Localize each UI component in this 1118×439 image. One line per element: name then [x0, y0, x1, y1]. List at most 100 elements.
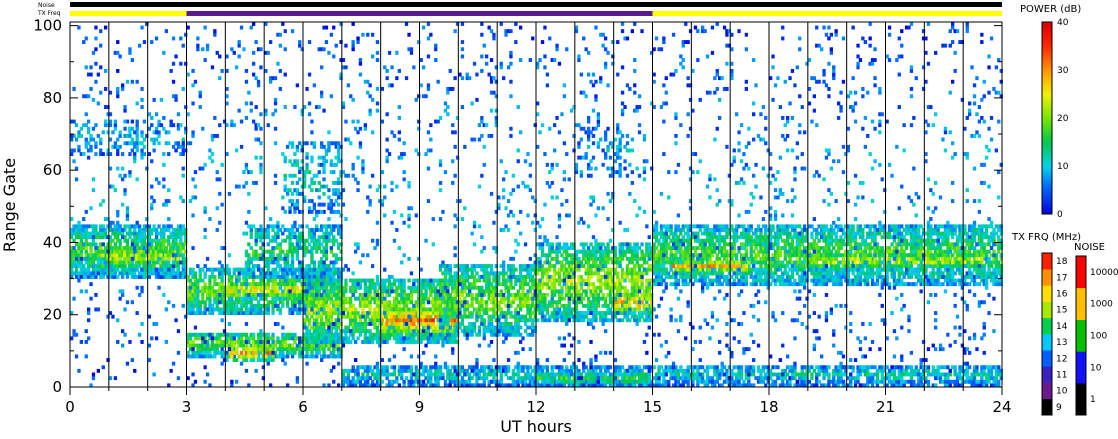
heatmap-cell: [705, 271, 710, 276]
heatmap-cell: [290, 285, 295, 290]
heatmap-cell: [121, 231, 125, 236]
heatmap-cell: [164, 256, 168, 261]
heatmap-cell: [710, 282, 715, 287]
heatmap-cell: [215, 332, 219, 337]
heatmap-cell: [594, 293, 598, 297]
heatmap-cell: [256, 350, 261, 355]
heatmap-cell: [281, 249, 285, 254]
heatmap-cell: [303, 293, 307, 297]
heatmap-cell: [322, 307, 326, 312]
heatmap-cell: [560, 278, 564, 283]
heatmap-cell: [101, 249, 105, 254]
heatmap-cell: [205, 293, 210, 297]
heatmap-cell: [237, 340, 241, 344]
heatmap-cell: [465, 275, 469, 279]
heatmap-cell: [288, 347, 292, 352]
heatmap-cell: [550, 289, 554, 294]
heatmap-cell: [157, 271, 161, 276]
heatmap-cell: [421, 307, 426, 312]
heatmap-cell: [176, 267, 180, 272]
heatmap-cell: [514, 314, 518, 319]
heatmap-cell: [451, 307, 455, 312]
heatmap-cell: [310, 347, 314, 352]
heatmap-cell: [169, 235, 173, 240]
heatmap-cell: [273, 300, 278, 305]
heatmap-cell: [276, 228, 280, 232]
heatmap-cell: [329, 340, 333, 344]
heatmap-cell: [324, 282, 329, 287]
heatmap-cell: [596, 249, 600, 254]
heatmap-cell: [310, 275, 314, 279]
heatmap-cell: [111, 264, 115, 268]
heatmap-cell: [577, 289, 581, 294]
heatmap-cell: [400, 311, 404, 315]
heatmap-cell: [220, 354, 224, 359]
heatmap-cell: [407, 296, 411, 301]
heatmap-cell: [487, 285, 491, 290]
heatmap-cell: [87, 253, 91, 258]
heatmap-cell: [329, 307, 333, 312]
heatmap-cell: [523, 264, 528, 268]
heatmap-cell: [402, 307, 406, 312]
heatmap-cell: [528, 289, 532, 294]
heatmap-cell: [242, 300, 246, 305]
heatmap-cell: [633, 307, 637, 312]
heatmap-cell: [409, 289, 414, 294]
heatmap-cell: [205, 296, 210, 301]
heatmap-cell: [371, 278, 375, 283]
heatmap-cell: [572, 296, 576, 301]
heatmap-cell: [443, 329, 448, 334]
heatmap-cell: [312, 267, 316, 272]
heatmap-cell: [363, 332, 367, 337]
heatmap-cell: [514, 332, 518, 337]
heatmap-cell: [191, 293, 195, 297]
heatmap-cell: [252, 224, 256, 229]
heatmap-cell: [218, 289, 222, 294]
heatmap-cell: [574, 296, 579, 301]
heatmap-cell: [647, 311, 651, 315]
heatmap-cell: [324, 332, 329, 337]
heatmap-cell: [188, 293, 193, 297]
heatmap-cell: [669, 224, 673, 229]
heatmap-cell: [654, 264, 659, 268]
heatmap-cell: [606, 307, 610, 312]
heatmap-cell: [254, 347, 258, 352]
heatmap-cell: [543, 253, 547, 258]
heatmap-cell: [239, 300, 244, 305]
heatmap-cell: [147, 264, 151, 268]
heatmap-cell: [650, 296, 654, 301]
heatmap-cell: [686, 249, 690, 254]
heatmap-cell: [463, 303, 467, 308]
heatmap-cell: [463, 267, 467, 272]
heatmap-cell: [171, 235, 176, 240]
heatmap-cell: [662, 246, 666, 250]
heatmap-cell: [213, 293, 217, 297]
heatmap-cell: [443, 318, 448, 323]
heatmap-cell: [310, 260, 314, 265]
heatmap-cell: [594, 318, 598, 323]
heatmap-cell: [429, 285, 433, 290]
heatmap-cell: [421, 282, 426, 287]
heatmap-cell: [659, 235, 664, 240]
heatmap-cell: [273, 267, 278, 272]
heatmap-cell: [611, 256, 615, 261]
heatmap-cell: [487, 293, 491, 297]
heatmap-cell: [118, 256, 122, 261]
heatmap-cell: [448, 336, 452, 341]
heatmap-cell: [305, 293, 309, 297]
heatmap-cell: [526, 300, 530, 305]
heatmap-cell: [562, 296, 566, 301]
heatmap-cell: [249, 256, 253, 261]
heatmap-cell: [213, 296, 217, 301]
heatmap-cell: [218, 275, 222, 279]
heatmap-cell: [703, 249, 707, 254]
heatmap-cell: [273, 340, 278, 344]
heatmap-cell: [375, 303, 380, 308]
heatmap-cell: [327, 347, 331, 352]
heatmap-cell: [477, 275, 482, 279]
heatmap-cell: [705, 228, 710, 232]
heatmap-cell: [307, 231, 312, 236]
heatmap-cell: [264, 343, 268, 348]
heatmap-cell: [482, 332, 486, 337]
heatmap-cell: [584, 289, 588, 294]
